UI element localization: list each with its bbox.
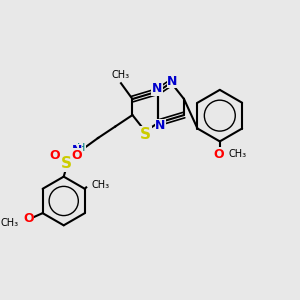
Text: N: N	[167, 75, 178, 88]
Text: O: O	[23, 212, 34, 225]
Text: O: O	[50, 149, 60, 162]
Text: CH₃: CH₃	[228, 149, 247, 159]
Text: S: S	[140, 127, 151, 142]
Text: CH₃: CH₃	[0, 218, 18, 228]
Text: O: O	[213, 148, 224, 161]
Text: CH₃: CH₃	[112, 70, 130, 80]
Text: H: H	[77, 143, 85, 153]
Text: N: N	[155, 119, 166, 132]
Text: N: N	[152, 82, 162, 95]
Text: S: S	[61, 156, 72, 171]
Text: O: O	[71, 149, 82, 162]
Text: CH₃: CH₃	[92, 179, 110, 190]
Text: N: N	[71, 144, 82, 158]
